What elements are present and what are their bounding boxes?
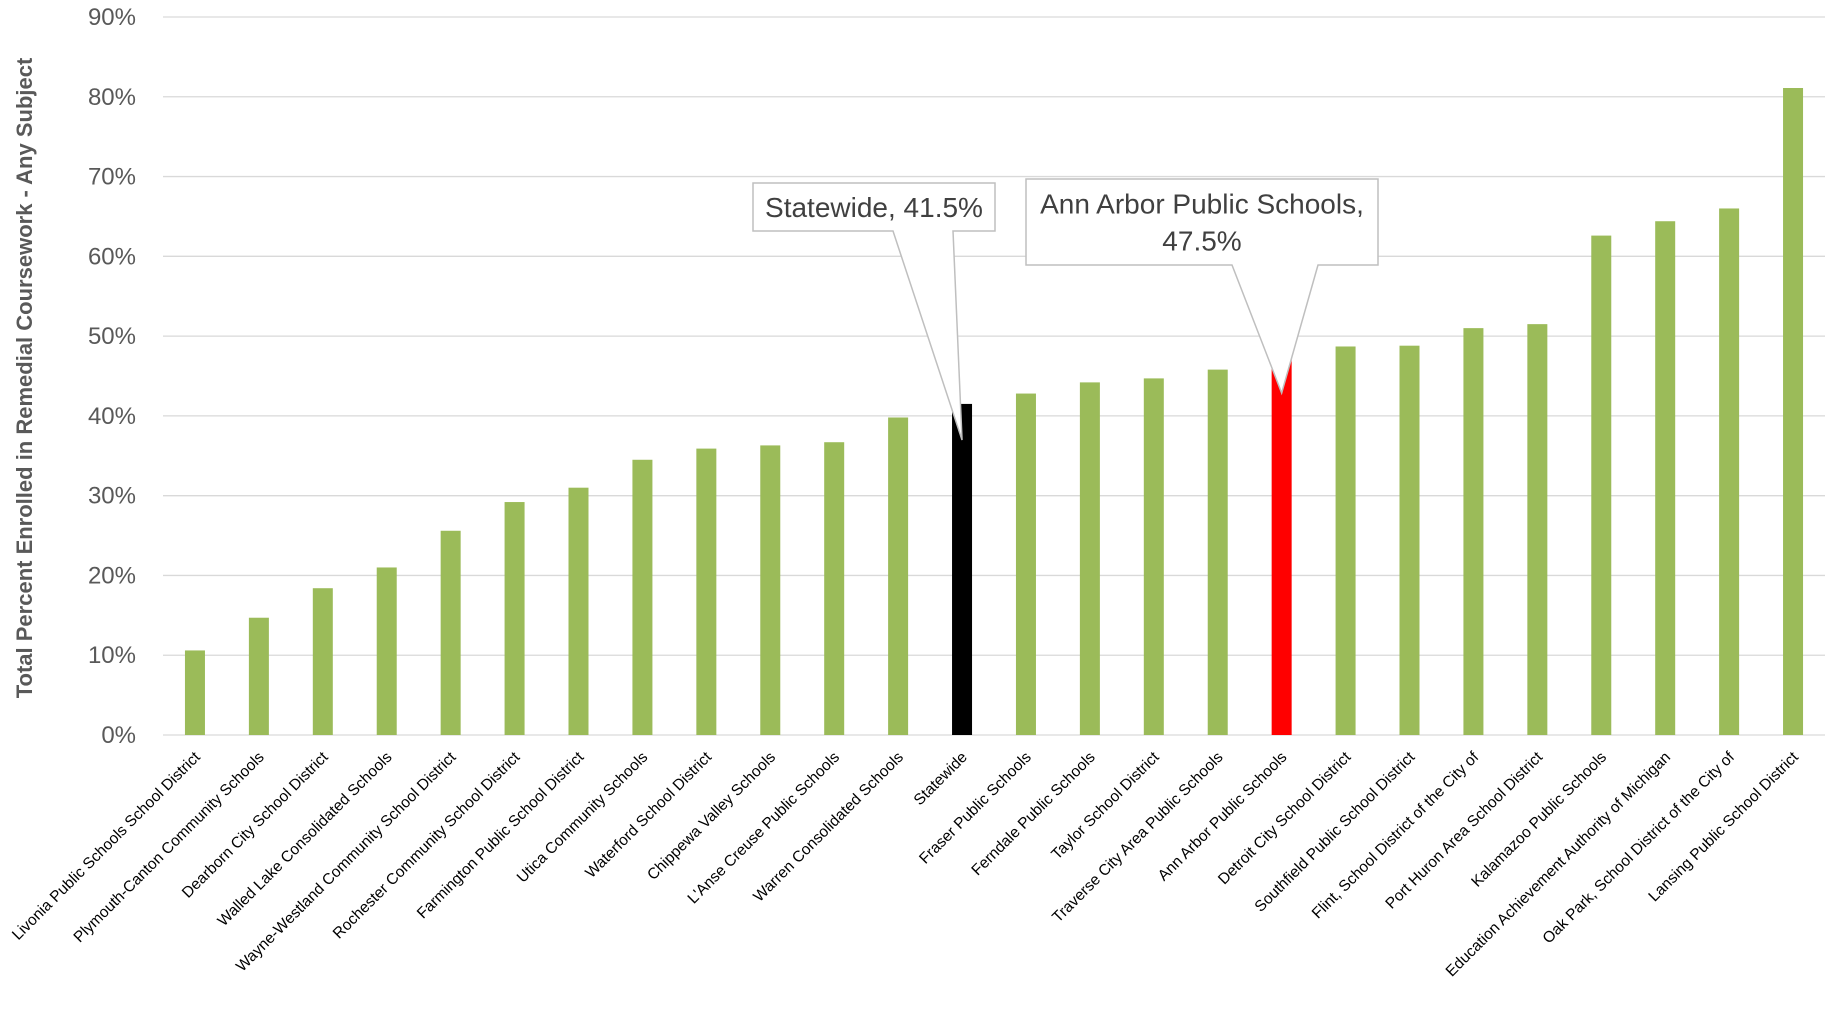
callout: Ann Arbor Public Schools, 47.5% [1025, 178, 1379, 396]
x-category-label: Wayne-Westland Community School District [233, 748, 460, 975]
bar [568, 487, 589, 735]
callout-text: Statewide, 41.5% [765, 192, 983, 223]
bars [184, 88, 1804, 736]
x-category-label: Taylor School District [1048, 748, 1163, 863]
y-tick-label: 50% [88, 323, 136, 350]
y-axis-ticks: 0% 10% 20% 30% 40% 50% 60% 70% 80% 90% [88, 4, 136, 749]
bar [504, 502, 525, 735]
bar [1719, 208, 1740, 735]
bar [1207, 369, 1228, 735]
bar [440, 530, 461, 735]
x-axis-category-labels: Livonia Public Schools School DistrictPl… [9, 748, 1802, 980]
y-tick-label: 30% [88, 483, 136, 510]
x-category-label: Ferndale Public Schools [968, 749, 1098, 879]
callout-text: Ann Arbor Public Schools, [1040, 189, 1364, 220]
bar [632, 459, 653, 735]
bar [1463, 328, 1484, 735]
bar [1143, 378, 1164, 735]
gridlines [163, 16, 1825, 736]
bar [312, 588, 333, 735]
callout-box [752, 182, 996, 441]
bar [760, 445, 781, 735]
x-category-label: Utica Community Schools [514, 749, 652, 887]
x-category-label: Chippewa Valley Schools [644, 749, 779, 884]
callout-text: 47.5% [1162, 226, 1241, 257]
y-tick-label: 0% [101, 722, 136, 749]
bar [1015, 393, 1036, 735]
x-category-label: Waterford School District [582, 748, 715, 881]
bar [1335, 346, 1356, 735]
y-tick-label: 70% [88, 164, 136, 191]
x-category-label: Kalamazoo Public Schools [1468, 749, 1610, 891]
bar [1271, 356, 1292, 735]
callouts: Statewide, 41.5% Ann Arbor Public Schools… [752, 178, 1379, 441]
y-tick-label: 80% [88, 84, 136, 111]
bar [248, 617, 269, 735]
x-category-label: Statewide [911, 749, 971, 809]
y-tick-label: 90% [88, 4, 136, 31]
bar [184, 650, 205, 735]
bar [1591, 235, 1612, 735]
bar [1079, 382, 1100, 735]
bar [888, 417, 909, 735]
bar [1655, 221, 1676, 736]
y-tick-label: 40% [88, 403, 136, 430]
bar [952, 403, 973, 735]
bar [1399, 345, 1420, 735]
y-tick-label: 20% [88, 562, 136, 589]
y-tick-label: 10% [88, 642, 136, 669]
x-category-label: Detroit City School District [1215, 748, 1355, 888]
x-category-label: Ann Arbor Public Schools [1155, 749, 1291, 885]
bar [824, 442, 845, 735]
bar [1527, 324, 1548, 735]
y-axis-label: Total Percent Enrolled in Remedial Cours… [12, 57, 37, 698]
callout: Statewide, 41.5% [752, 182, 996, 441]
callout-box [1025, 178, 1379, 396]
bar [376, 567, 397, 735]
bar [696, 448, 717, 735]
y-tick-label: 60% [88, 243, 136, 270]
bar [1783, 88, 1804, 736]
x-category-label: Education Achievement Authority of Michi… [1443, 749, 1674, 980]
x-category-label: Fraser Public Schools [916, 749, 1035, 868]
